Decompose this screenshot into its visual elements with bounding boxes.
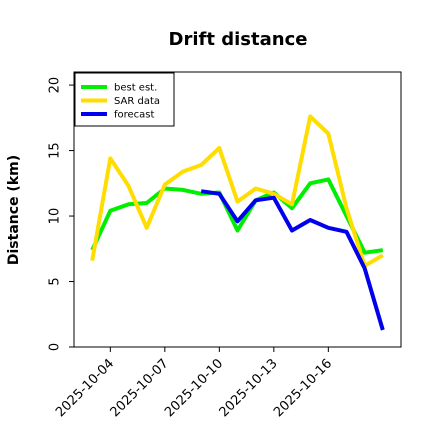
- y-axis-label: Distance (km): [6, 155, 22, 265]
- x-tick-label: 2025-10-16: [271, 356, 335, 420]
- y-tick-label: 15: [48, 142, 63, 159]
- y-tick-label: 0: [48, 343, 63, 351]
- legend-label: SAR data: [114, 96, 160, 107]
- series-layer: [92, 116, 383, 330]
- legend-label: forecast: [114, 110, 155, 121]
- series-line-best-est-: [92, 179, 383, 252]
- legend-label: best est.: [114, 83, 157, 94]
- y-tick-label: 5: [48, 277, 63, 285]
- legend: best est. SAR data forecast: [75, 73, 174, 126]
- series-line-sar-data: [92, 117, 383, 266]
- axis-layer: 051015202025-10-042025-10-072025-10-1020…: [48, 77, 336, 420]
- y-tick-label: 10: [48, 208, 63, 225]
- y-tick-label: 20: [48, 77, 63, 94]
- chart-title: Drift distance: [169, 29, 308, 50]
